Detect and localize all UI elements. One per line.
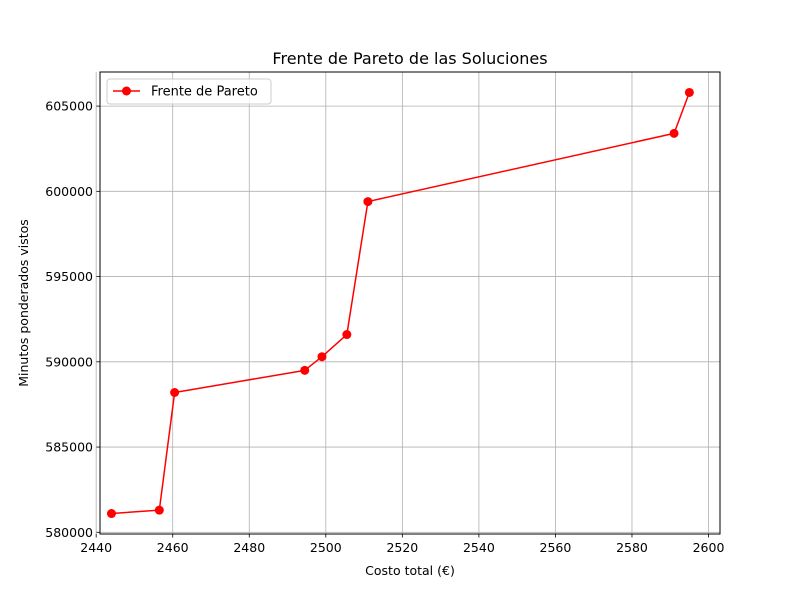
axes-frame — [99, 71, 721, 535]
data-point — [684, 87, 694, 97]
legend-marker-swatch — [122, 86, 131, 96]
data-point — [317, 352, 327, 362]
data-point — [106, 509, 116, 519]
data-point — [342, 330, 352, 340]
legend-label: Frente de Pareto — [151, 85, 258, 100]
x-tick-label: 2600 — [693, 540, 725, 555]
x-tick-label: 2460 — [157, 540, 189, 555]
data-point — [669, 128, 679, 138]
x-tick-label: 2440 — [80, 540, 112, 555]
x-tick-label: 2560 — [540, 540, 572, 555]
x-axis-ticks: 2440 2460 2480 2500 2520 2540 2560 2580 2600 — [80, 534, 724, 555]
grid-lines — [95, 72, 720, 534]
y-tick-label: 590000 — [45, 354, 93, 369]
plot-area — [106, 87, 694, 519]
data-point — [154, 505, 164, 515]
y-axis-ticks: 580000 585000 590000 595000 600000 605000 — [45, 99, 100, 540]
y-tick-label: 605000 — [45, 99, 93, 114]
data-point — [170, 388, 180, 398]
y-tick-label: 600000 — [45, 184, 93, 199]
y-tick-label: 585000 — [45, 440, 93, 455]
y-tick-label: 580000 — [45, 525, 93, 540]
legend-box — [106, 78, 272, 105]
x-tick-label: 2540 — [463, 540, 495, 555]
x-tick-label: 2480 — [233, 540, 265, 555]
data-point — [363, 197, 373, 207]
data-point — [300, 365, 310, 375]
y-tick-label: 595000 — [45, 269, 93, 284]
x-tick-label: 2500 — [310, 540, 342, 555]
x-tick-label: 2580 — [616, 540, 648, 555]
y-axis-label: Minutos ponderados vistos — [16, 219, 31, 387]
chart-title: Frente de Pareto de las Soluciones — [272, 49, 547, 68]
x-axis-label: Costo total (€) — [365, 563, 455, 578]
legend: Frente de Pareto — [106, 78, 272, 105]
x-tick-label: 2520 — [386, 540, 418, 555]
